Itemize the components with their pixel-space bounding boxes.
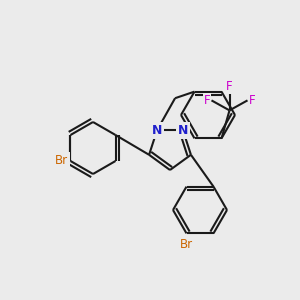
Text: Br: Br <box>180 238 193 251</box>
Text: Br: Br <box>56 154 68 166</box>
Text: N: N <box>152 124 162 137</box>
Text: F: F <box>226 80 233 93</box>
Text: N: N <box>178 124 188 137</box>
Text: F: F <box>204 94 211 107</box>
Text: F: F <box>248 94 255 107</box>
